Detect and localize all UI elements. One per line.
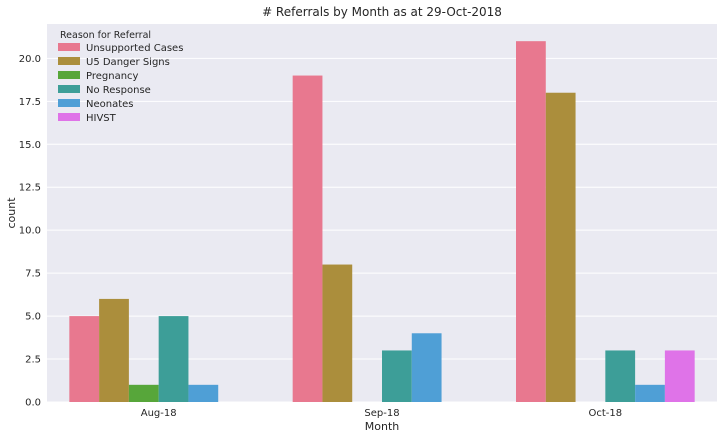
bars (69, 41, 695, 403)
y-tick-label: 0.0 (25, 398, 41, 409)
bar (99, 298, 129, 402)
y-tick-label: 5.0 (25, 312, 41, 323)
legend-swatch (58, 71, 80, 79)
y-tick-label: 20.0 (19, 54, 41, 65)
legend-swatch (58, 99, 80, 107)
bar (322, 264, 353, 402)
y-tick-labels: 0.0 2.5 5.0 7.5 10.0 12.5 15.0 17.5 20.0 (19, 54, 41, 409)
legend-title: Reason for Referral (60, 30, 151, 41)
legend: Reason for Referral Unsupported Cases U5 … (58, 30, 183, 124)
bar (128, 384, 159, 402)
legend-label: HIVST (86, 113, 117, 124)
legend-label: Neonates (86, 99, 134, 110)
y-tick-label: 7.5 (25, 269, 41, 280)
legend-swatch (58, 57, 80, 65)
legend-label: Unsupported Cases (86, 43, 183, 54)
chart-title: # Referrals by Month as at 29-Oct-2018 (262, 5, 502, 19)
bar (382, 350, 412, 402)
x-axis-label: Month (365, 420, 400, 433)
x-tick-label: Sep-18 (364, 408, 399, 419)
y-tick-label: 2.5 (25, 355, 41, 366)
y-tick-label: 10.0 (19, 226, 41, 237)
bar (158, 316, 189, 402)
bar (635, 384, 665, 402)
y-tick-label: 15.0 (19, 140, 41, 151)
x-tick-label: Oct-18 (589, 408, 623, 419)
legend-swatch (58, 85, 80, 93)
y-axis-label: count (5, 197, 18, 229)
bar (292, 75, 323, 402)
bar (664, 350, 695, 402)
bar (605, 350, 636, 402)
bar (188, 384, 219, 402)
bar (545, 92, 576, 403)
legend-label: U5 Danger Signs (86, 57, 170, 68)
plot-background (47, 24, 717, 402)
legend-label: Pregnancy (86, 71, 139, 82)
bar (411, 333, 442, 402)
legend-swatch (58, 113, 80, 121)
x-tick-labels: Aug-18 Sep-18 Oct-18 (141, 408, 622, 419)
bar (69, 316, 100, 402)
legend-swatch (58, 43, 80, 51)
x-tick-label: Aug-18 (141, 408, 177, 419)
legend-label: No Response (86, 85, 151, 96)
legend-items: Unsupported Cases U5 Danger Signs Pregnanc… (58, 43, 183, 124)
y-tick-label: 17.5 (19, 97, 41, 108)
bar (516, 41, 546, 402)
y-tick-label: 12.5 (19, 183, 41, 194)
